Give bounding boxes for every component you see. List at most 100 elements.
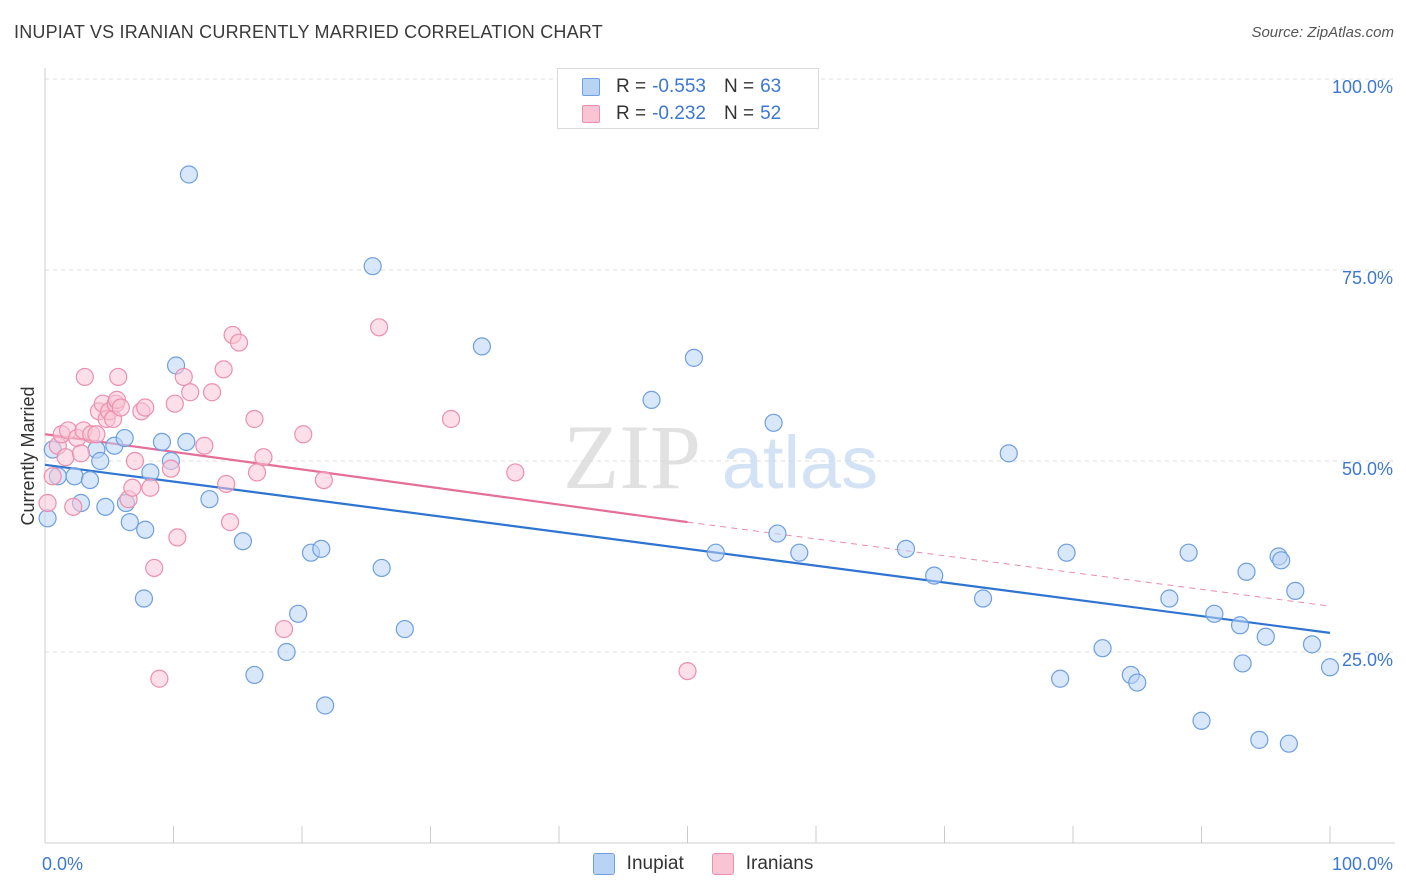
x-tick-label: 100.0% <box>1332 854 1393 874</box>
inupiat-point <box>999 444 1018 463</box>
inupiat-point <box>245 665 264 685</box>
inupiat-point <box>1160 589 1179 608</box>
data-points <box>38 165 1340 753</box>
inupiat-point <box>134 589 154 608</box>
iranians-point <box>75 367 94 387</box>
inupiat-point <box>395 619 414 639</box>
inupiat-point <box>973 589 993 608</box>
inupiat-point <box>91 451 110 471</box>
legend-row-iranians: R = -0.232 N = 52 <box>582 103 781 125</box>
watermark-atlas: atlas <box>722 421 878 504</box>
iranians-point <box>214 360 233 379</box>
inupiat-point <box>684 348 704 367</box>
inupiat-point <box>1256 627 1275 646</box>
inupiat-point <box>179 165 199 184</box>
inupiat-point <box>1230 616 1250 635</box>
legend-label-iranians: Iranians <box>745 853 814 874</box>
inupiat-point <box>96 497 115 516</box>
inupiat-point <box>363 257 382 276</box>
inupiat-point <box>1093 639 1112 658</box>
series-legend: Inupiat Iranians <box>0 851 1406 877</box>
inupiat-point <box>1233 654 1252 673</box>
iranians-point <box>294 425 313 444</box>
inupiat-point <box>152 432 172 451</box>
inupiat-point <box>1272 551 1291 570</box>
inupiat-point <box>277 642 296 662</box>
iranians-point <box>87 425 106 444</box>
legend-item-iranians[interactable]: Iranians <box>711 853 814 875</box>
iranians-point <box>141 478 160 497</box>
inupiat-point <box>141 463 160 482</box>
inupiat-point <box>1057 543 1076 562</box>
iranians-point <box>254 448 273 467</box>
iranians-point <box>247 463 267 482</box>
inupiat-point <box>764 413 783 432</box>
iranians-trend-extension <box>687 521 1331 607</box>
iranians-point <box>678 661 697 681</box>
iranians-point <box>181 383 200 402</box>
inupiat-swatch <box>592 853 615 875</box>
inupiat-trend-line <box>44 463 1331 634</box>
watermark: ZIP atlas <box>563 406 878 508</box>
iranians-point <box>165 394 184 413</box>
r-value: -0.553 <box>652 76 706 97</box>
grid-lines <box>45 78 1395 653</box>
inupiat-point <box>1179 543 1198 562</box>
iranians-point <box>274 619 294 639</box>
inupiat-point <box>115 428 134 448</box>
iranians-point <box>145 558 164 578</box>
y-axis-label: Currently Married <box>18 386 38 525</box>
inupiat-point <box>896 539 916 558</box>
inupiat-point <box>372 558 391 578</box>
inupiat-point <box>1250 730 1269 749</box>
source-label: Source: ZipAtlas.com <box>1251 24 1394 41</box>
inupiat-point <box>1051 669 1070 688</box>
iranians-point <box>202 383 222 402</box>
inupiat-point <box>642 390 661 409</box>
inupiat-point <box>1279 734 1298 753</box>
iranians-point <box>109 367 128 387</box>
iranians-point <box>111 398 130 417</box>
iranians-point <box>56 448 75 467</box>
inupiat-point <box>316 696 335 715</box>
legend-label-inupiat: Inupiat <box>626 853 684 874</box>
n-label: N = <box>723 103 755 124</box>
iranians-point <box>43 467 62 486</box>
iranians-point <box>125 451 145 471</box>
iranians-point <box>38 493 57 513</box>
iranians-swatch <box>711 853 734 875</box>
axes <box>44 68 1395 844</box>
iranians-point <box>150 669 169 688</box>
chart-title: INUPIAT VS IRANIAN CURRENTLY MARRIED COR… <box>14 22 603 42</box>
iranians-point <box>71 444 91 463</box>
n-value: 52 <box>760 103 782 124</box>
iranians-point <box>123 478 142 497</box>
y-tick-label: 25.0% <box>1342 650 1393 670</box>
inupiat-point <box>1128 673 1147 692</box>
iranians-trend-line <box>44 433 688 524</box>
iranians-point <box>174 367 193 387</box>
iranians-point <box>136 398 155 417</box>
stats-legend: R = -0.553 N = 63 R = -0.232 N = 52 <box>557 68 819 129</box>
inupiat-swatch <box>582 78 600 96</box>
y-tick-label: 100.0% <box>1332 77 1393 97</box>
y-tick-label: 75.0% <box>1342 268 1393 288</box>
inupiat-point <box>790 543 809 562</box>
iranians-point <box>370 318 389 337</box>
inupiat-point <box>1205 604 1224 623</box>
iranians-swatch <box>582 105 600 123</box>
inupiat-point <box>472 337 491 356</box>
inupiat-point <box>925 566 944 585</box>
inupiat-point <box>1286 581 1305 600</box>
trend-lines <box>44 433 1331 634</box>
tick-labels: 100.0% 75.0% 50.0% 25.0% 0.0% 100.0% <box>42 77 1393 874</box>
y-tick-label: 50.0% <box>1342 459 1393 479</box>
inupiat-point <box>1302 635 1322 654</box>
legend-item-inupiat[interactable]: Inupiat <box>592 853 684 875</box>
iranians-point <box>217 474 236 494</box>
inupiat-point <box>1320 658 1340 677</box>
iranians-point <box>220 513 240 532</box>
n-value: 63 <box>760 76 782 97</box>
inupiat-point <box>289 604 308 623</box>
iranians-point <box>245 409 264 429</box>
